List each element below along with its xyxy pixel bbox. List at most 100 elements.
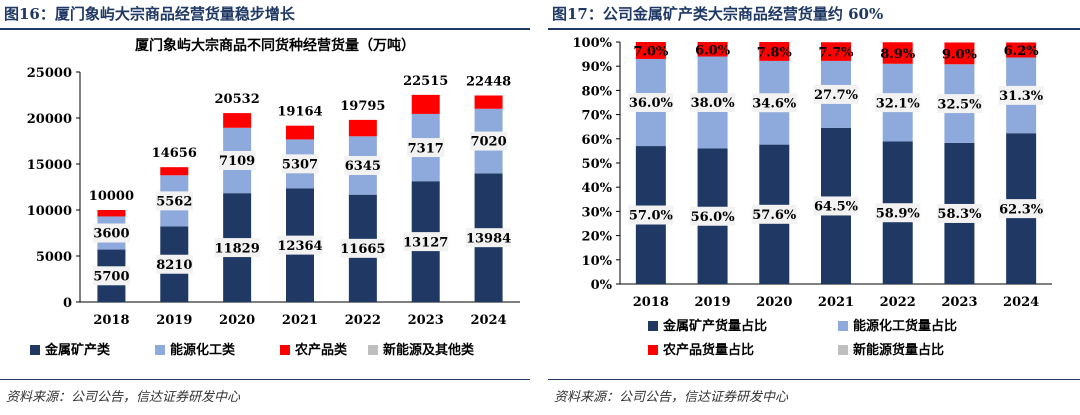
- data-label-metal-bg: [92, 266, 131, 286]
- legend-swatch-energy: [155, 345, 165, 355]
- x-tick-label: 2022: [880, 295, 916, 310]
- legend-swatch-new-energy: [838, 345, 848, 355]
- y-tick-label: 5000: [36, 250, 72, 265]
- data-label-metal-bg: [875, 203, 921, 223]
- data-label-agri: 6.0%: [695, 43, 731, 58]
- legend-label-energy: 能源化工货量占比: [853, 318, 957, 334]
- legend-swatch-agri: [280, 345, 290, 355]
- data-label-metal: 57.0%: [629, 209, 674, 224]
- data-label-metal: 8210: [156, 258, 192, 273]
- data-label-energy-bg: [813, 84, 859, 104]
- volume-stacked-bar-chart: 厦门象屿大宗商品不同货种经营货量（万吨） 0 5000 10000 15000 20000…: [27, 37, 520, 358]
- right-figure-panel: 图17：公司金属矿产类大宗商品经营货量约 60% 0% 10% 20% 30% 40% 5…: [548, 0, 1080, 415]
- data-label-energy-bg: [751, 93, 797, 113]
- x-tick-label: 2024: [470, 313, 506, 328]
- x-tick-label: 2020: [756, 295, 792, 310]
- right-top-rule: [548, 28, 1080, 30]
- data-label-metal: 62.3%: [999, 202, 1044, 217]
- data-label-metal: 64.5%: [814, 200, 859, 215]
- total-label: 14656: [152, 146, 197, 161]
- x-tick-label: 2021: [282, 313, 318, 328]
- legend-swatch-agri: [648, 345, 658, 355]
- data-label-energy-bg: [469, 131, 508, 151]
- data-label-energy: 7020: [470, 135, 506, 150]
- bar-segment-agri: [635, 42, 666, 59]
- data-label-energy: 32.5%: [937, 97, 982, 112]
- data-label-energy: 5307: [282, 158, 318, 173]
- bar-segment-agri: [348, 119, 377, 137]
- data-label-metal-bg: [403, 232, 449, 252]
- bar-segment-agri: [882, 42, 913, 64]
- y-tick-label: 40%: [582, 181, 613, 196]
- bar-segment-agri: [474, 95, 503, 109]
- data-label-energy: 3600: [93, 227, 129, 242]
- bar-segment-agri: [286, 125, 314, 140]
- data-label-metal: 13127: [403, 235, 448, 250]
- data-label-energy-bg: [281, 154, 319, 174]
- y-tick-label: 90%: [582, 60, 613, 75]
- x-tick-label: 2020: [219, 313, 255, 328]
- data-label-metal-bg: [813, 196, 859, 216]
- y-tick-label: 20%: [582, 230, 613, 245]
- data-label-energy-bg: [218, 150, 256, 170]
- total-label: 19795: [340, 99, 385, 114]
- data-label-metal-bg: [466, 228, 512, 248]
- data-label-energy: 36.0%: [629, 96, 674, 111]
- left-bottom-rule: [0, 379, 530, 380]
- y-tick-label: 0%: [591, 278, 613, 293]
- total-label: 10000: [89, 189, 134, 204]
- data-label-energy-bg: [936, 94, 982, 114]
- legend-label-energy: 能源化工类: [170, 342, 236, 358]
- legend-swatch-metal: [648, 321, 658, 331]
- data-label-energy-bg: [92, 223, 131, 243]
- legend-label-new-energy: 新能源及其他类: [383, 342, 475, 358]
- data-label-metal-bg: [998, 199, 1044, 219]
- legend-swatch-energy: [838, 321, 848, 331]
- x-tick-label: 2024: [1003, 295, 1039, 310]
- x-tick-label: 2023: [941, 295, 977, 310]
- data-label-metal: 58.3%: [937, 207, 982, 222]
- data-label-metal: 56.0%: [691, 210, 736, 225]
- y-tick-label: 50%: [582, 157, 613, 172]
- data-label-energy: 5562: [156, 195, 192, 210]
- y-tick-label: 70%: [582, 109, 613, 124]
- y-tick-label: 30%: [582, 205, 613, 220]
- y-tick-label: 80%: [582, 84, 613, 99]
- data-label-metal: 57.6%: [752, 208, 797, 223]
- total-label: 19164: [277, 105, 322, 120]
- left-figure-panel: 图16：厦门象屿大宗商品经营货量稳步增长 厦门象屿大宗商品不同货种经营货量（万吨…: [0, 0, 530, 415]
- data-label-energy-bg: [155, 191, 193, 211]
- bar-segment-agri: [223, 113, 252, 128]
- legend-label-agri: 农产品货量占比: [662, 342, 754, 358]
- total-label: 20532: [215, 92, 260, 107]
- y-tick-label: 100%: [573, 36, 613, 51]
- x-tick-label: 2019: [694, 295, 730, 310]
- x-tick-label: 2023: [408, 313, 444, 328]
- data-label-metal-bg: [690, 206, 736, 226]
- data-label-metal: 13984: [466, 231, 511, 246]
- bar-segment-agri: [944, 42, 975, 65]
- right-source-note: 资料来源：公司公告，信达证券研发中心: [554, 390, 789, 405]
- x-tick-label: 2019: [156, 313, 192, 328]
- y-tick-label: 10%: [582, 254, 613, 269]
- x-tick-label: 2021: [818, 295, 854, 310]
- data-label-metal-bg: [155, 254, 193, 274]
- data-label-metal: 58.9%: [876, 206, 921, 221]
- y-tick-label: 15000: [27, 158, 72, 173]
- data-label-metal: 11829: [215, 241, 260, 256]
- data-label-energy-bg: [628, 93, 674, 112]
- left-top-rule: [0, 28, 530, 30]
- data-label-metal: 11665: [340, 242, 385, 257]
- data-label-metal-bg: [340, 238, 386, 258]
- share-percent-stacked-bar-chart: 0% 10% 20% 30% 40% 50% 60% 70% 80% 90% 100% 57.0% 36…: [573, 36, 1052, 358]
- data-label-metal-bg: [628, 205, 674, 225]
- bar-segment-agri: [411, 94, 440, 114]
- data-label-metal-bg: [277, 235, 323, 255]
- data-label-energy: 32.1%: [876, 96, 921, 111]
- data-label-energy: 34.6%: [752, 96, 797, 111]
- data-label-metal-bg: [214, 238, 260, 258]
- legend-swatch-new-energy: [368, 345, 378, 355]
- legend-label-metal: 金属矿产货量占比: [662, 318, 767, 334]
- data-label-metal: 12364: [277, 239, 322, 254]
- data-label-energy-bg: [875, 93, 921, 113]
